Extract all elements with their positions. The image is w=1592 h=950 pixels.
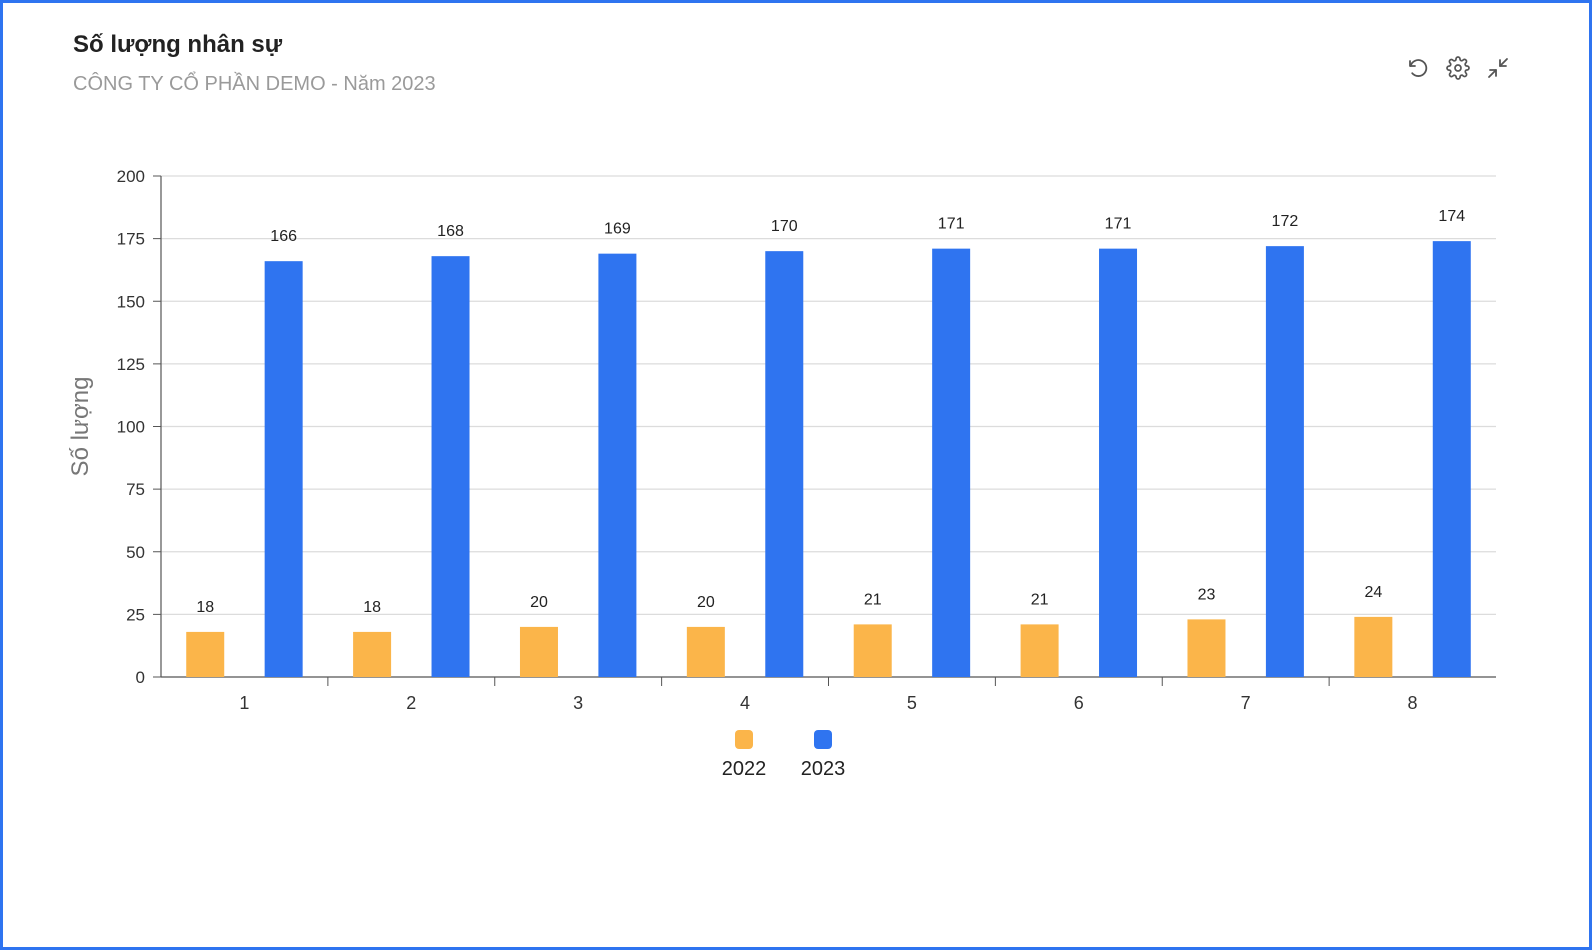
y-tick-label: 175 — [117, 230, 145, 249]
bar — [186, 631, 225, 677]
bar — [686, 626, 725, 677]
bar — [1432, 241, 1471, 677]
bar — [1020, 624, 1059, 677]
bar — [598, 253, 637, 677]
y-tick-label: 100 — [117, 418, 145, 437]
bar — [264, 261, 303, 677]
x-tick-label: 5 — [907, 693, 917, 713]
data-label: 24 — [1364, 584, 1382, 601]
data-label: 174 — [1438, 208, 1465, 225]
data-label: 18 — [363, 599, 381, 616]
gear-icon[interactable] — [1445, 55, 1471, 81]
legend-swatch — [735, 730, 753, 749]
bar — [765, 251, 804, 677]
data-label: 170 — [771, 218, 798, 235]
data-label: 23 — [1198, 586, 1216, 603]
y-tick-label: 0 — [136, 668, 145, 687]
legend-swatch — [814, 730, 832, 749]
bar — [431, 256, 470, 677]
legend-label: 2023 — [801, 758, 846, 780]
data-label: 168 — [437, 223, 464, 240]
bar — [1187, 619, 1226, 677]
x-tick-label: 8 — [1408, 693, 1418, 713]
x-tick-label: 3 — [573, 693, 583, 713]
x-tick-label: 4 — [740, 693, 750, 713]
data-label: 20 — [530, 594, 548, 611]
x-tick-label: 2 — [406, 693, 416, 713]
bar — [1099, 248, 1138, 677]
x-tick-label: 1 — [239, 693, 249, 713]
y-axis-label: Số lượng — [67, 377, 94, 477]
bar — [853, 624, 892, 677]
refresh-icon[interactable] — [1405, 55, 1431, 81]
data-label: 18 — [196, 599, 214, 616]
y-tick-label: 125 — [117, 355, 145, 374]
bar — [1354, 616, 1393, 677]
x-tick-label: 6 — [1074, 693, 1084, 713]
legend-label: 2022 — [722, 758, 767, 780]
y-tick-label: 75 — [126, 480, 145, 499]
collapse-icon[interactable] — [1485, 55, 1511, 81]
data-label: 171 — [938, 216, 965, 233]
x-tick-label: 7 — [1241, 693, 1251, 713]
bar — [932, 248, 971, 677]
data-label: 172 — [1272, 213, 1299, 230]
chart-title: Số lượng nhân sự — [73, 31, 283, 58]
data-label: 20 — [697, 594, 715, 611]
bar — [353, 631, 392, 677]
y-tick-label: 150 — [117, 292, 145, 311]
data-label: 169 — [604, 221, 631, 238]
data-label: 21 — [864, 591, 882, 608]
y-tick-label: 50 — [126, 543, 145, 562]
data-label: 166 — [270, 228, 297, 245]
data-label: 171 — [1105, 216, 1132, 233]
bar — [1265, 246, 1304, 677]
y-tick-label: 25 — [126, 605, 145, 624]
data-label: 21 — [1031, 591, 1049, 608]
y-tick-label: 200 — [117, 167, 145, 186]
bar — [519, 626, 558, 677]
chart-subtitle: CÔNG TY CỔ PHẦN DEMO - Năm 2023 — [73, 73, 436, 95]
chart-toolbar — [1405, 55, 1511, 81]
